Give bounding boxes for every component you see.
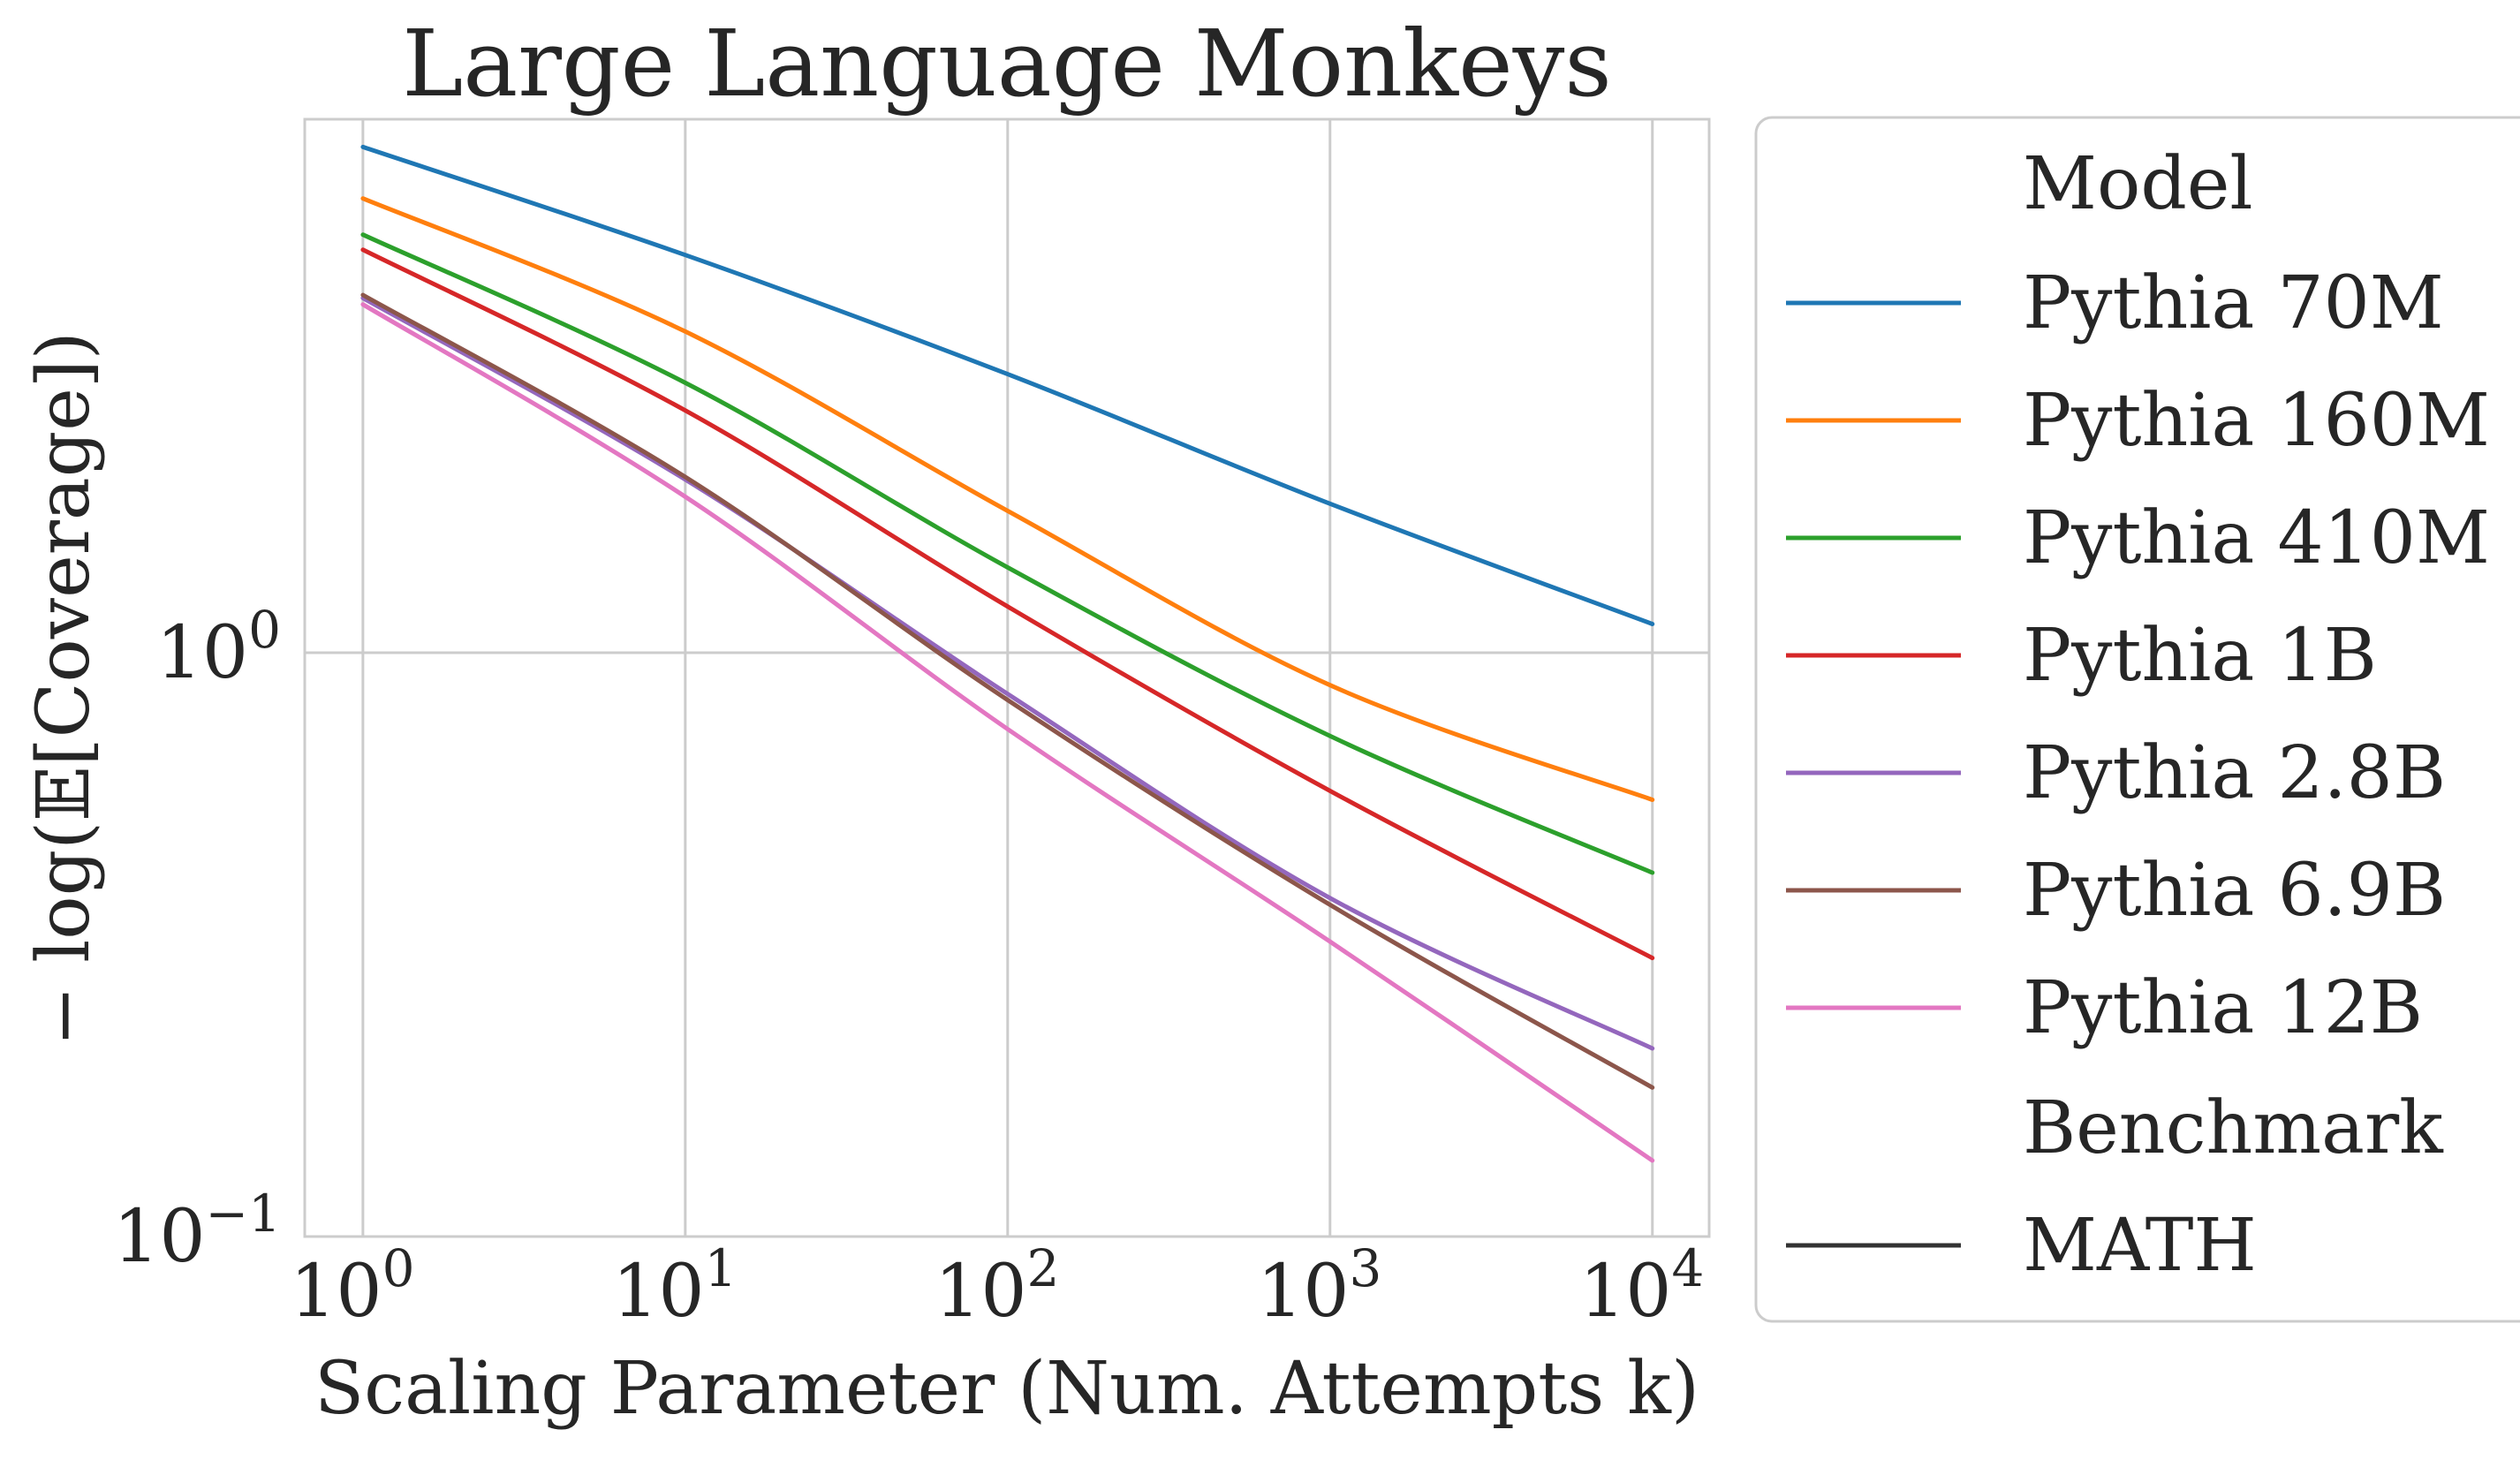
x-tick-label: 100 — [290, 1238, 414, 1334]
series-line-pythia-160m — [360, 196, 1655, 802]
series-line-pythia-70m — [360, 144, 1655, 626]
legend-label-pythia-70m: Pythia 70M — [2023, 261, 2444, 345]
x-tick-label: 102 — [935, 1238, 1059, 1334]
x-axis-label: Scaling Parameter (Num. Attempts k) — [314, 1347, 1699, 1431]
series-line-pythia-1b — [360, 247, 1655, 961]
series-line-pythia-410m — [360, 232, 1655, 875]
x-tick-label: 104 — [1579, 1238, 1704, 1334]
x-tick-label: 101 — [612, 1238, 737, 1334]
series-line-pythia-12b — [360, 302, 1655, 1163]
legend-header-model: Model — [2023, 142, 2253, 226]
series-layer — [360, 144, 1655, 1163]
legend-label-pythia-1b: Pythia 1B — [2023, 614, 2377, 698]
y-tick-label: 10−1 — [113, 1184, 281, 1279]
series-line-pythia-6-9b — [360, 292, 1655, 1090]
chart-title: Large Language Monkeys — [402, 10, 1612, 117]
y-tick-label: 100 — [156, 600, 281, 695]
plot-frame — [303, 117, 1711, 1238]
legend-label-pythia-160m: Pythia 160M — [2023, 379, 2490, 463]
legend-label-math: MATH — [2023, 1204, 2257, 1288]
y-tick-labels: 10−1 100 — [113, 600, 281, 1279]
y-axis-label: − log(𝔼[Coverage]) — [22, 331, 106, 1046]
x-tick-labels: 100 101 102 103 104 — [290, 1238, 1704, 1334]
legend-items: Pythia 70M Pythia 160M Pythia 410M Pythia 1… — [1786, 261, 2490, 1050]
grid — [305, 119, 1709, 1238]
legend-label-pythia-12b: Pythia 12B — [2023, 966, 2423, 1050]
legend-label-pythia-410m: Pythia 410M — [2023, 496, 2490, 580]
x-tick-label: 103 — [1257, 1238, 1381, 1334]
legend-label-pythia-6-9b: Pythia 6.9B — [2023, 849, 2446, 933]
series-line-pythia-2-8b — [360, 296, 1655, 1051]
legend-label-pythia-2-8b: Pythia 2.8B — [2023, 731, 2446, 815]
legend-header-benchmark: Benchmark — [2023, 1086, 2444, 1170]
